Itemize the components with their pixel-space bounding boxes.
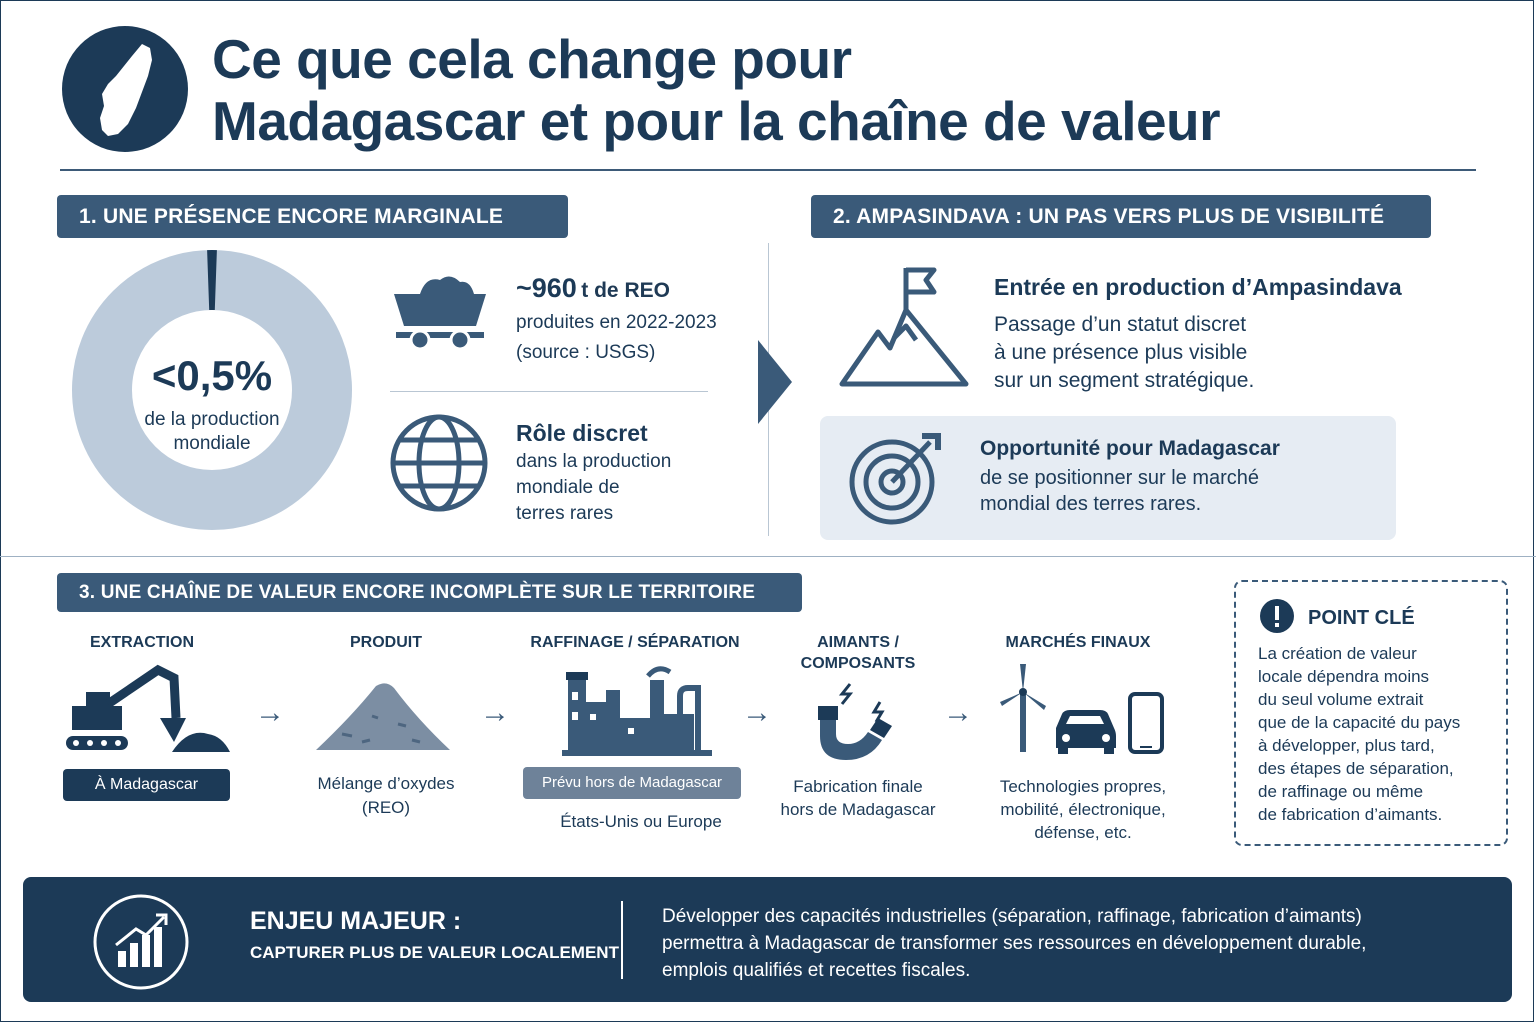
reo-stat-period: produites en 2022-2023 [516,312,717,333]
excavator-icon [62,664,232,756]
mountain-flag-icon [838,264,970,388]
entry-line-1: Passage d’un statut discret [994,313,1247,336]
donut-caption: de la production mondiale [144,409,280,454]
section2-label: 2. AMPASINDAVA : UN PAS VERS PLUS DE VIS… [811,195,1431,238]
step-product-line-1: Mélange d’oxydes [317,774,455,793]
role-line-1: dans la production [516,451,672,472]
chain-arrow-2: → [480,696,510,729]
step-product-title: PRODUIT [350,634,422,651]
ore-pile-icon [312,676,454,756]
role-line-3: terres rares [516,503,614,524]
step-product-line-2: (REO) [361,798,411,817]
section1-divider [390,391,708,392]
section1-label: 1. UNE PRÉSENCE ENCORE MARGINALE [57,195,568,238]
exclamation-icon [1260,599,1294,633]
bottom-line-2: permettra à Madagascar de transformer se… [662,933,1367,954]
chain-arrow-3: → [742,696,772,729]
step-refining-title: RAFFINAGE / SÉPARATION [530,634,740,651]
smartphone-icon [1128,692,1164,754]
bottom-banner [23,877,1512,1002]
chevron-right-icon [758,340,794,424]
opportunity-title: Opportunité pour Madagascar [980,437,1280,460]
step-magnets-title: AIMANTS / COMPOSANTS [780,632,936,674]
key-point-line-5: à développer, plus tard, [1258,736,1435,755]
bottom-line-1: Développer des capacités industrielles (… [662,906,1362,927]
step-markets-title: MARCHÉS FINAUX [1005,634,1151,651]
role-title: Rôle discret [516,420,648,446]
key-point-line-8: de fabrication d’aimants. [1258,805,1443,824]
markets-icon [998,662,1168,758]
step-markets-line-1: Technologies propres, [999,777,1167,796]
page-title: Ce que cela change pour Madagascar et po… [212,28,1221,152]
bottom-line-3: emplois qualifiés et recettes fiscales. [662,960,971,981]
factory-icon [562,662,712,756]
key-point-line-2: locale dépendra moins [1258,667,1430,686]
key-point-line-7: de raffinage ou même [1258,782,1424,801]
step-refining-line-1: États-Unis ou Europe [560,812,722,831]
step-magnets-title-line-1: AIMANTS / [817,634,899,651]
reo-stat-unit: t de REO [581,279,670,302]
step-extraction-title: EXTRACTION [90,634,194,651]
key-point-line-1: La création de valeur [1258,644,1417,663]
donut-madagascar-segment [207,250,217,311]
chain-arrow-4: → [943,696,973,729]
title-line-1: Ce que cela change pour [212,28,852,90]
step-magnets-line-2: hors de Madagascar [780,800,936,819]
step-markets-line-3: défense, etc. [1034,823,1132,842]
title-line-2: Madagascar et pour la chaîne de valeur [212,90,1221,152]
step-refining-tag: Prévu hors de Madagascar [523,767,741,799]
entry-line-2: à une présence plus visible [994,341,1248,364]
key-point-line-4: que de la capacité du pays [1258,713,1461,732]
step-magnets-title-line-2: COMPOSANTS [800,655,916,672]
growth-chart-icon [92,893,190,991]
section3-label: 3. UNE CHAÎNE DE VALEUR ENCORE INCOMPLÈT… [57,573,802,612]
reo-stat-source: (source : USGS) [516,342,656,363]
key-point-box [1234,580,1508,846]
key-point-line-3: du seul volume extrait [1258,690,1424,709]
madagascar-map-icon [62,26,188,152]
key-point-line-6: des étapes de séparation, [1258,759,1454,778]
middle-divider [0,556,1536,557]
target-icon [846,430,946,526]
role-line-2: mondiale de [516,477,620,498]
entry-title: Entrée en production d’Ampasindava [994,274,1402,300]
magnet-icon [810,680,906,764]
key-point-title: POINT CLÉ [1308,607,1415,629]
bottom-subtitle: CAPTURER PLUS DE VALEUR LOCALEMENT [250,943,619,962]
step-markets-line-2: mobilité, électronique, [1000,800,1166,819]
reo-stat: ~960 t de REO [516,273,670,304]
step-extraction-tag: À Madagascar [63,769,230,801]
step-magnets-line-1: Fabrication finale [793,777,923,796]
bottom-title: ENJEU MAJEUR : [250,907,462,935]
wind-turbine-icon [1000,664,1046,752]
chain-arrow-1: → [255,696,285,729]
opportunity-line-1: de se positionner sur le marché [980,467,1260,489]
reo-stat-value: ~960 [516,273,577,303]
production-donut [72,250,352,530]
car-icon [1056,710,1116,754]
bottom-divider [621,901,623,979]
entry-line-3: sur un segment stratégique. [994,369,1255,392]
opportunity-line-2: mondial des terres rares. [980,493,1202,515]
mine-cart-icon [390,268,490,356]
header-divider [60,169,1476,171]
donut-value: <0,5% [151,352,273,399]
globe-icon [388,412,490,514]
key-point-text: La création de valeur locale dépendra mo… [1258,642,1460,826]
